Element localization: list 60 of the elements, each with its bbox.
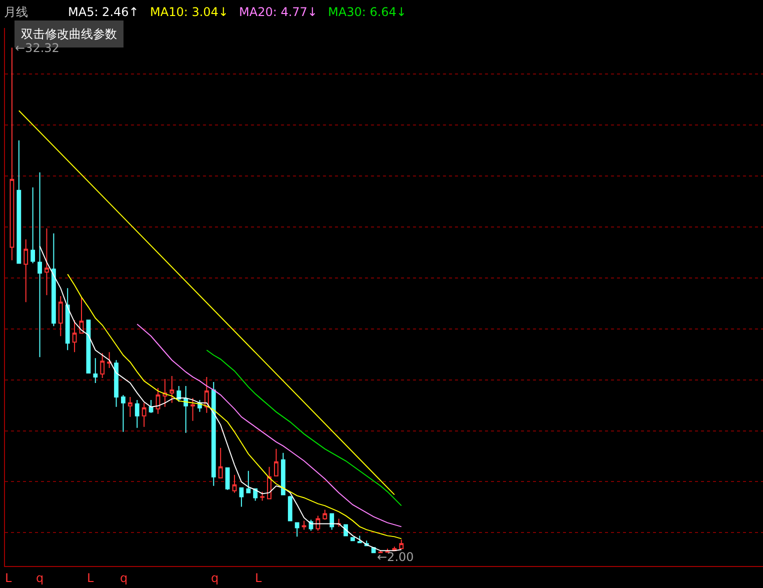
candlestick [350, 537, 355, 542]
candlestick [280, 452, 286, 496]
candlestick [170, 375, 174, 404]
text: MA10: 3.04↓ [150, 5, 228, 19]
candlestick [44, 228, 49, 296]
candlestick [274, 448, 278, 476]
chart-title: 月线 [4, 5, 28, 19]
candlestick [232, 474, 237, 494]
text: q [120, 571, 128, 585]
text: L [87, 571, 94, 585]
candlestick [294, 522, 300, 538]
candlestick [79, 296, 84, 334]
candlestick [260, 491, 265, 502]
annotation: ←2.00 [377, 550, 414, 564]
candlestick [148, 399, 154, 414]
text: MA30: 6.64↓ [328, 5, 406, 19]
candlestick [162, 378, 168, 408]
candlestick [239, 487, 244, 508]
candlestick [24, 238, 28, 303]
candlestick [107, 352, 112, 368]
candlestick [30, 186, 36, 264]
candlestick [225, 467, 230, 490]
candlestick [184, 385, 188, 434]
annotation: ←32.32 [15, 41, 60, 55]
candlestick [128, 396, 132, 418]
candlestick [316, 515, 320, 532]
candlestick [330, 513, 334, 530]
annotation: 双击修改曲线参数 [21, 27, 117, 41]
candlestick [246, 470, 251, 494]
candlestick [38, 172, 42, 358]
candlestick [100, 352, 105, 378]
candlestick [16, 140, 22, 264]
candlestick [288, 495, 292, 522]
candlestick [134, 399, 140, 428]
candlestick [357, 535, 362, 544]
candlestick [65, 288, 70, 351]
candlestick [156, 387, 160, 414]
candlestick [218, 447, 223, 478]
text: L [255, 571, 262, 585]
candlestick [190, 397, 195, 422]
text: MA5: 2.46↑ [68, 5, 139, 19]
candlestick [121, 394, 126, 432]
candlestick [399, 539, 404, 550]
candlestick [72, 320, 77, 353]
text: L [5, 571, 12, 585]
candlestick [253, 488, 258, 502]
candlestick [211, 381, 216, 486]
candlestick [51, 232, 56, 327]
candlestick [322, 509, 328, 520]
candlestick [267, 466, 272, 500]
candlestick [10, 47, 14, 261]
text: q [211, 571, 219, 585]
candlestick [142, 402, 146, 428]
candlestick [93, 358, 98, 384]
candlestick [302, 520, 306, 530]
text: MA20: 4.77↓ [239, 5, 318, 19]
candlestick [176, 385, 182, 402]
candlestick [114, 360, 118, 408]
candlestick [58, 296, 63, 337]
text: q [36, 571, 44, 585]
